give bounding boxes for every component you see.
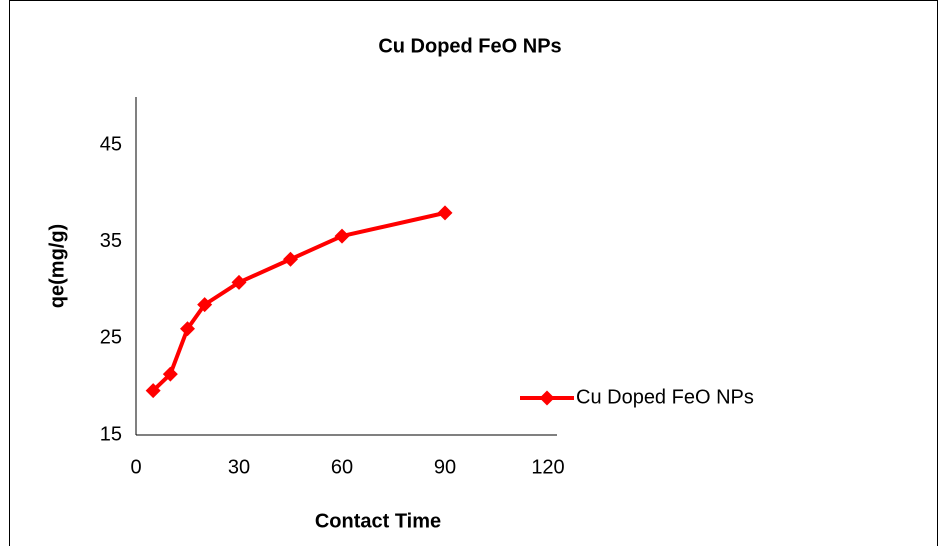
data-point	[180, 321, 195, 337]
chart-title: Cu Doped FeO NPs	[378, 35, 561, 57]
legend-marker	[539, 390, 555, 406]
x-axis-label: Contact Time	[315, 510, 441, 532]
x-tick-label: 90	[434, 456, 456, 478]
y-axis-label: qe(mg/g)	[46, 224, 68, 308]
series-line	[151, 210, 446, 393]
y-tick-label: 15	[100, 423, 122, 445]
data-point	[162, 366, 178, 382]
data-point	[145, 383, 161, 399]
y-tick-label: 25	[100, 327, 122, 349]
data-point	[437, 205, 453, 221]
chart-frame	[9, 0, 938, 546]
x-tick-label: 30	[228, 456, 250, 478]
x-tick-label: 120	[531, 456, 564, 478]
y-tick-label: 35	[100, 230, 122, 252]
data-point	[283, 251, 298, 267]
y-tick-label: 45	[100, 134, 122, 156]
data-point	[231, 274, 247, 290]
x-tick-label: 0	[130, 456, 141, 478]
legend-label: Cu Doped FeO NPs	[576, 386, 754, 408]
data-point	[334, 228, 350, 244]
x-tick-label: 60	[331, 456, 353, 478]
data-point	[197, 297, 213, 313]
